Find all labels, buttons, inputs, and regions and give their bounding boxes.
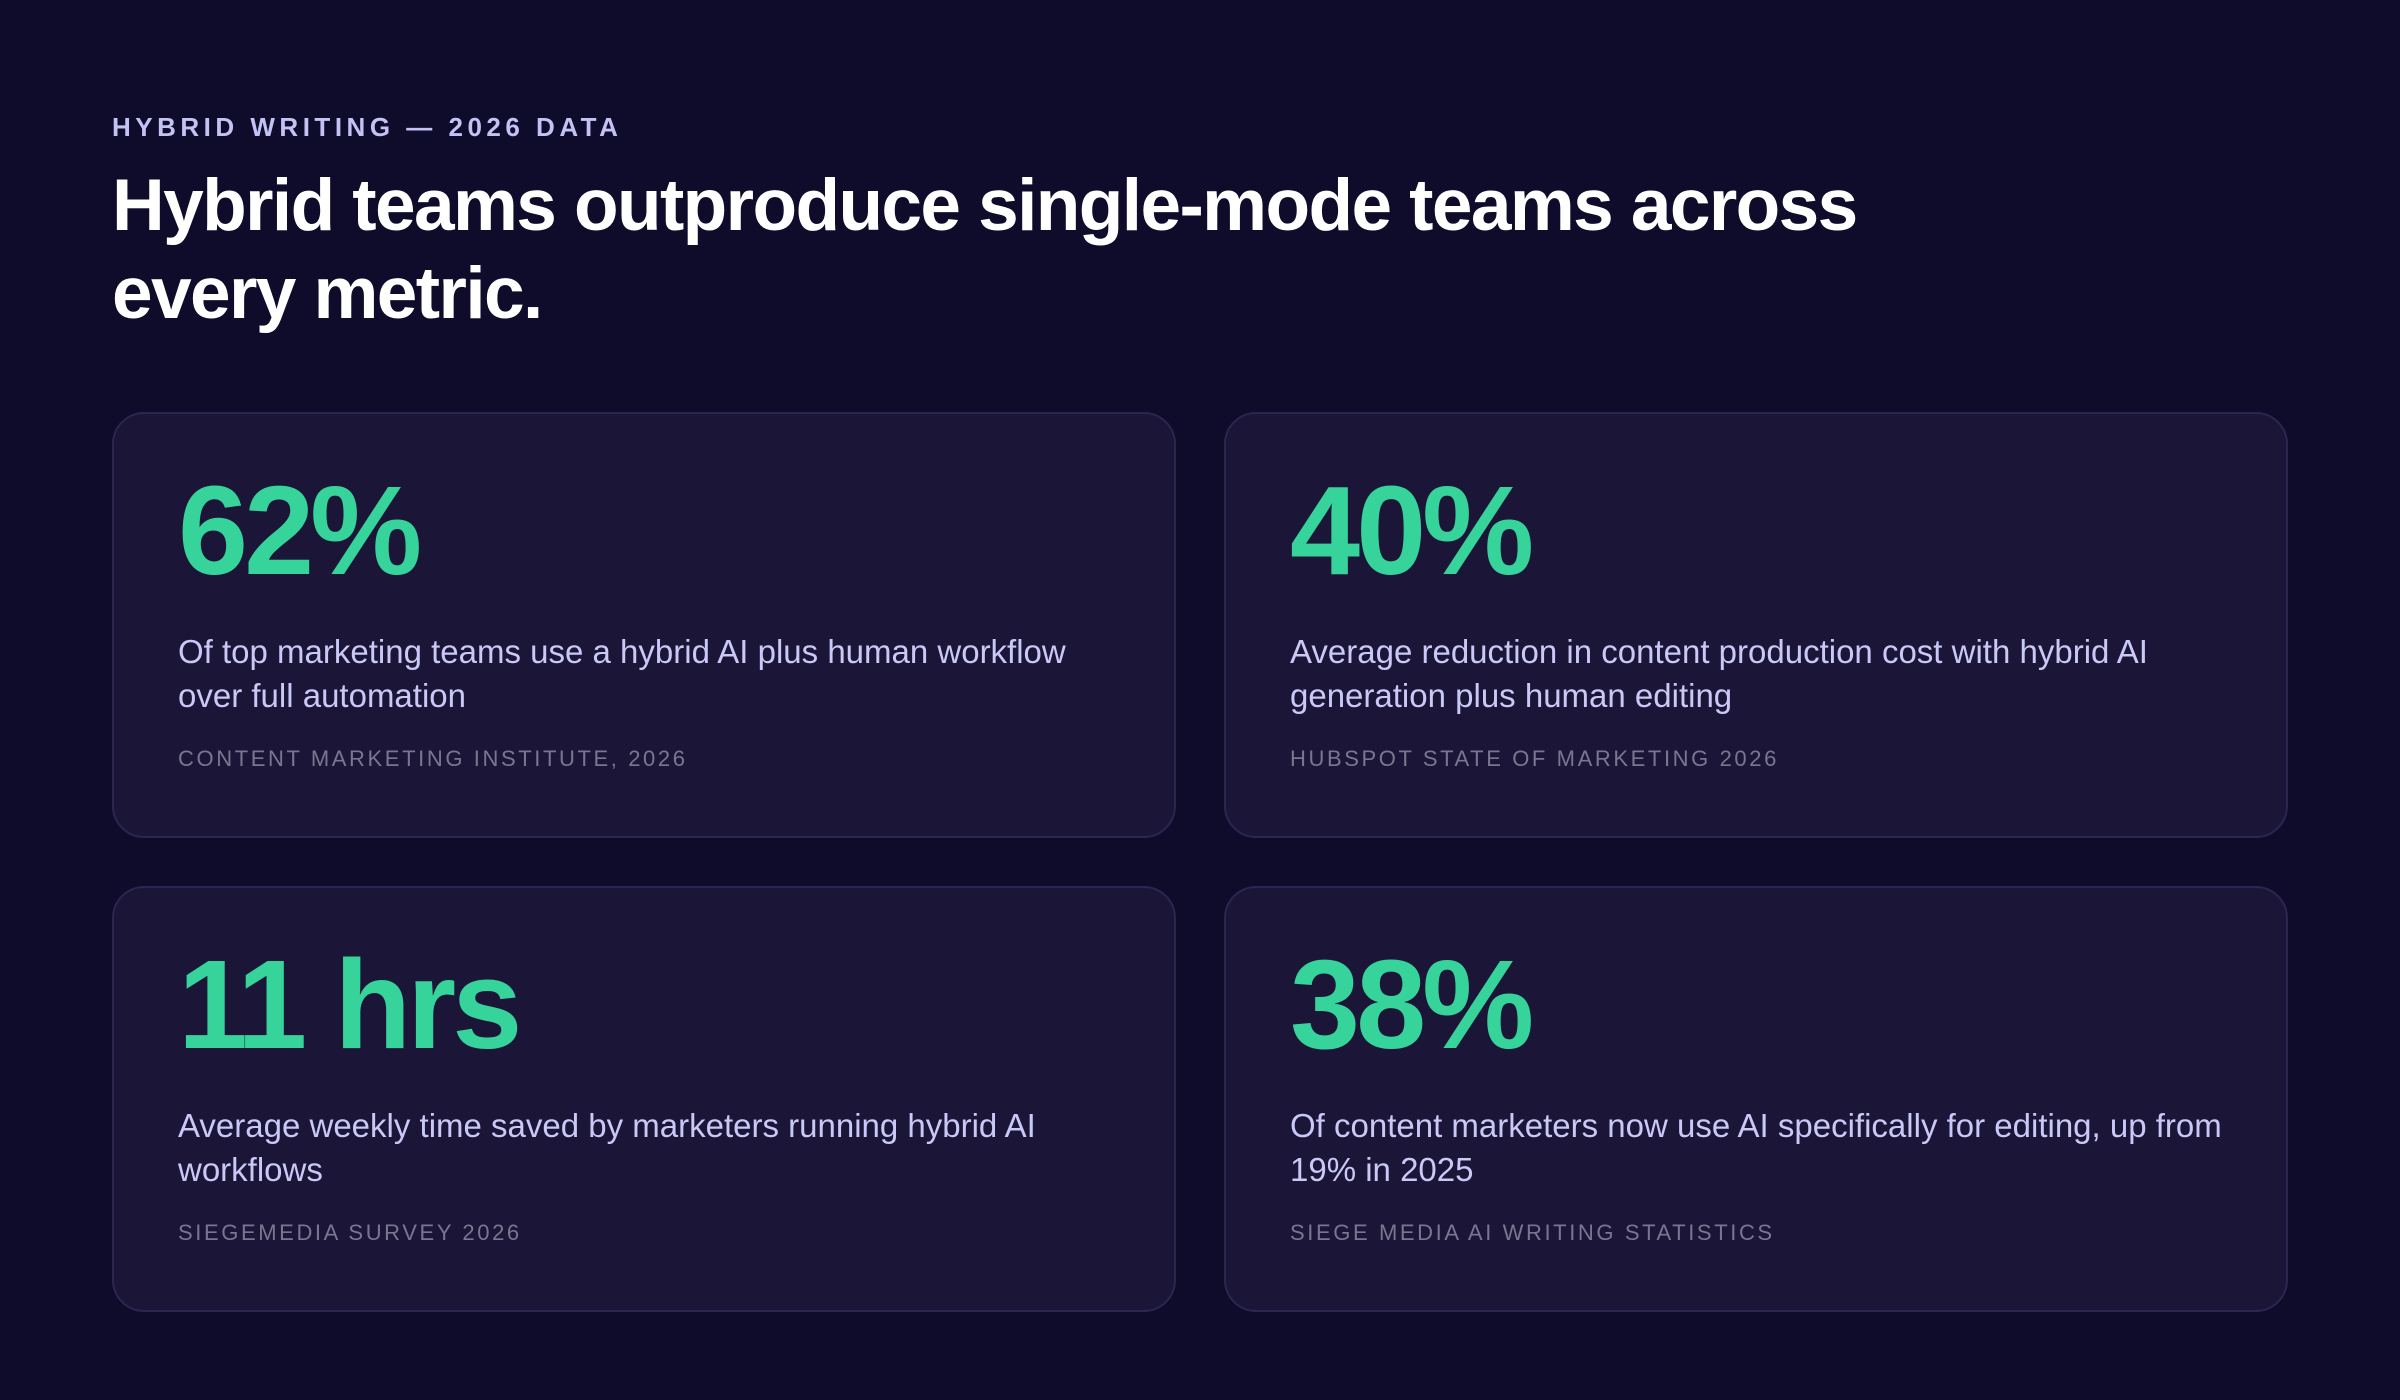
stat-value: 11 hrs <box>178 934 522 1075</box>
stat-card: 40% Average reduction in content product… <box>1224 412 2288 838</box>
stat-card: 11 hrs Average weekly time saved by mark… <box>112 886 1176 1312</box>
stat-source: SIEGE MEDIA AI WRITING STATISTICS <box>1290 1220 1775 1245</box>
stat-description: Of top marketing teams use a hybrid AI p… <box>178 633 1066 714</box>
stat-card-grid: 62% Of top marketing teams use a hybrid … <box>112 412 2288 1312</box>
stat-source: CONTENT MARKETING INSTITUTE, 2026 <box>178 746 688 771</box>
eyebrow-label: HYBRID WRITING — 2026 DATA <box>112 112 623 142</box>
stat-description: Of content marketers now use AI specific… <box>1290 1107 2222 1188</box>
stat-card: 62% Of top marketing teams use a hybrid … <box>112 412 1176 838</box>
stat-source: HUBSPOT STATE OF MARKETING 2026 <box>1290 746 1779 771</box>
stat-value: 40% <box>1290 460 1534 601</box>
stat-source: SIEGEMEDIA SURVEY 2026 <box>178 1220 522 1245</box>
stat-value: 38% <box>1290 934 1534 1075</box>
stat-value: 62% <box>178 460 422 601</box>
stat-description: Average reduction in content production … <box>1290 633 2148 714</box>
stat-description: Average weekly time saved by marketers r… <box>178 1107 1036 1188</box>
stat-card: 38% Of content marketers now use AI spec… <box>1224 886 2288 1312</box>
page-title: Hybrid teams outproduce single-mode team… <box>112 165 1858 334</box>
